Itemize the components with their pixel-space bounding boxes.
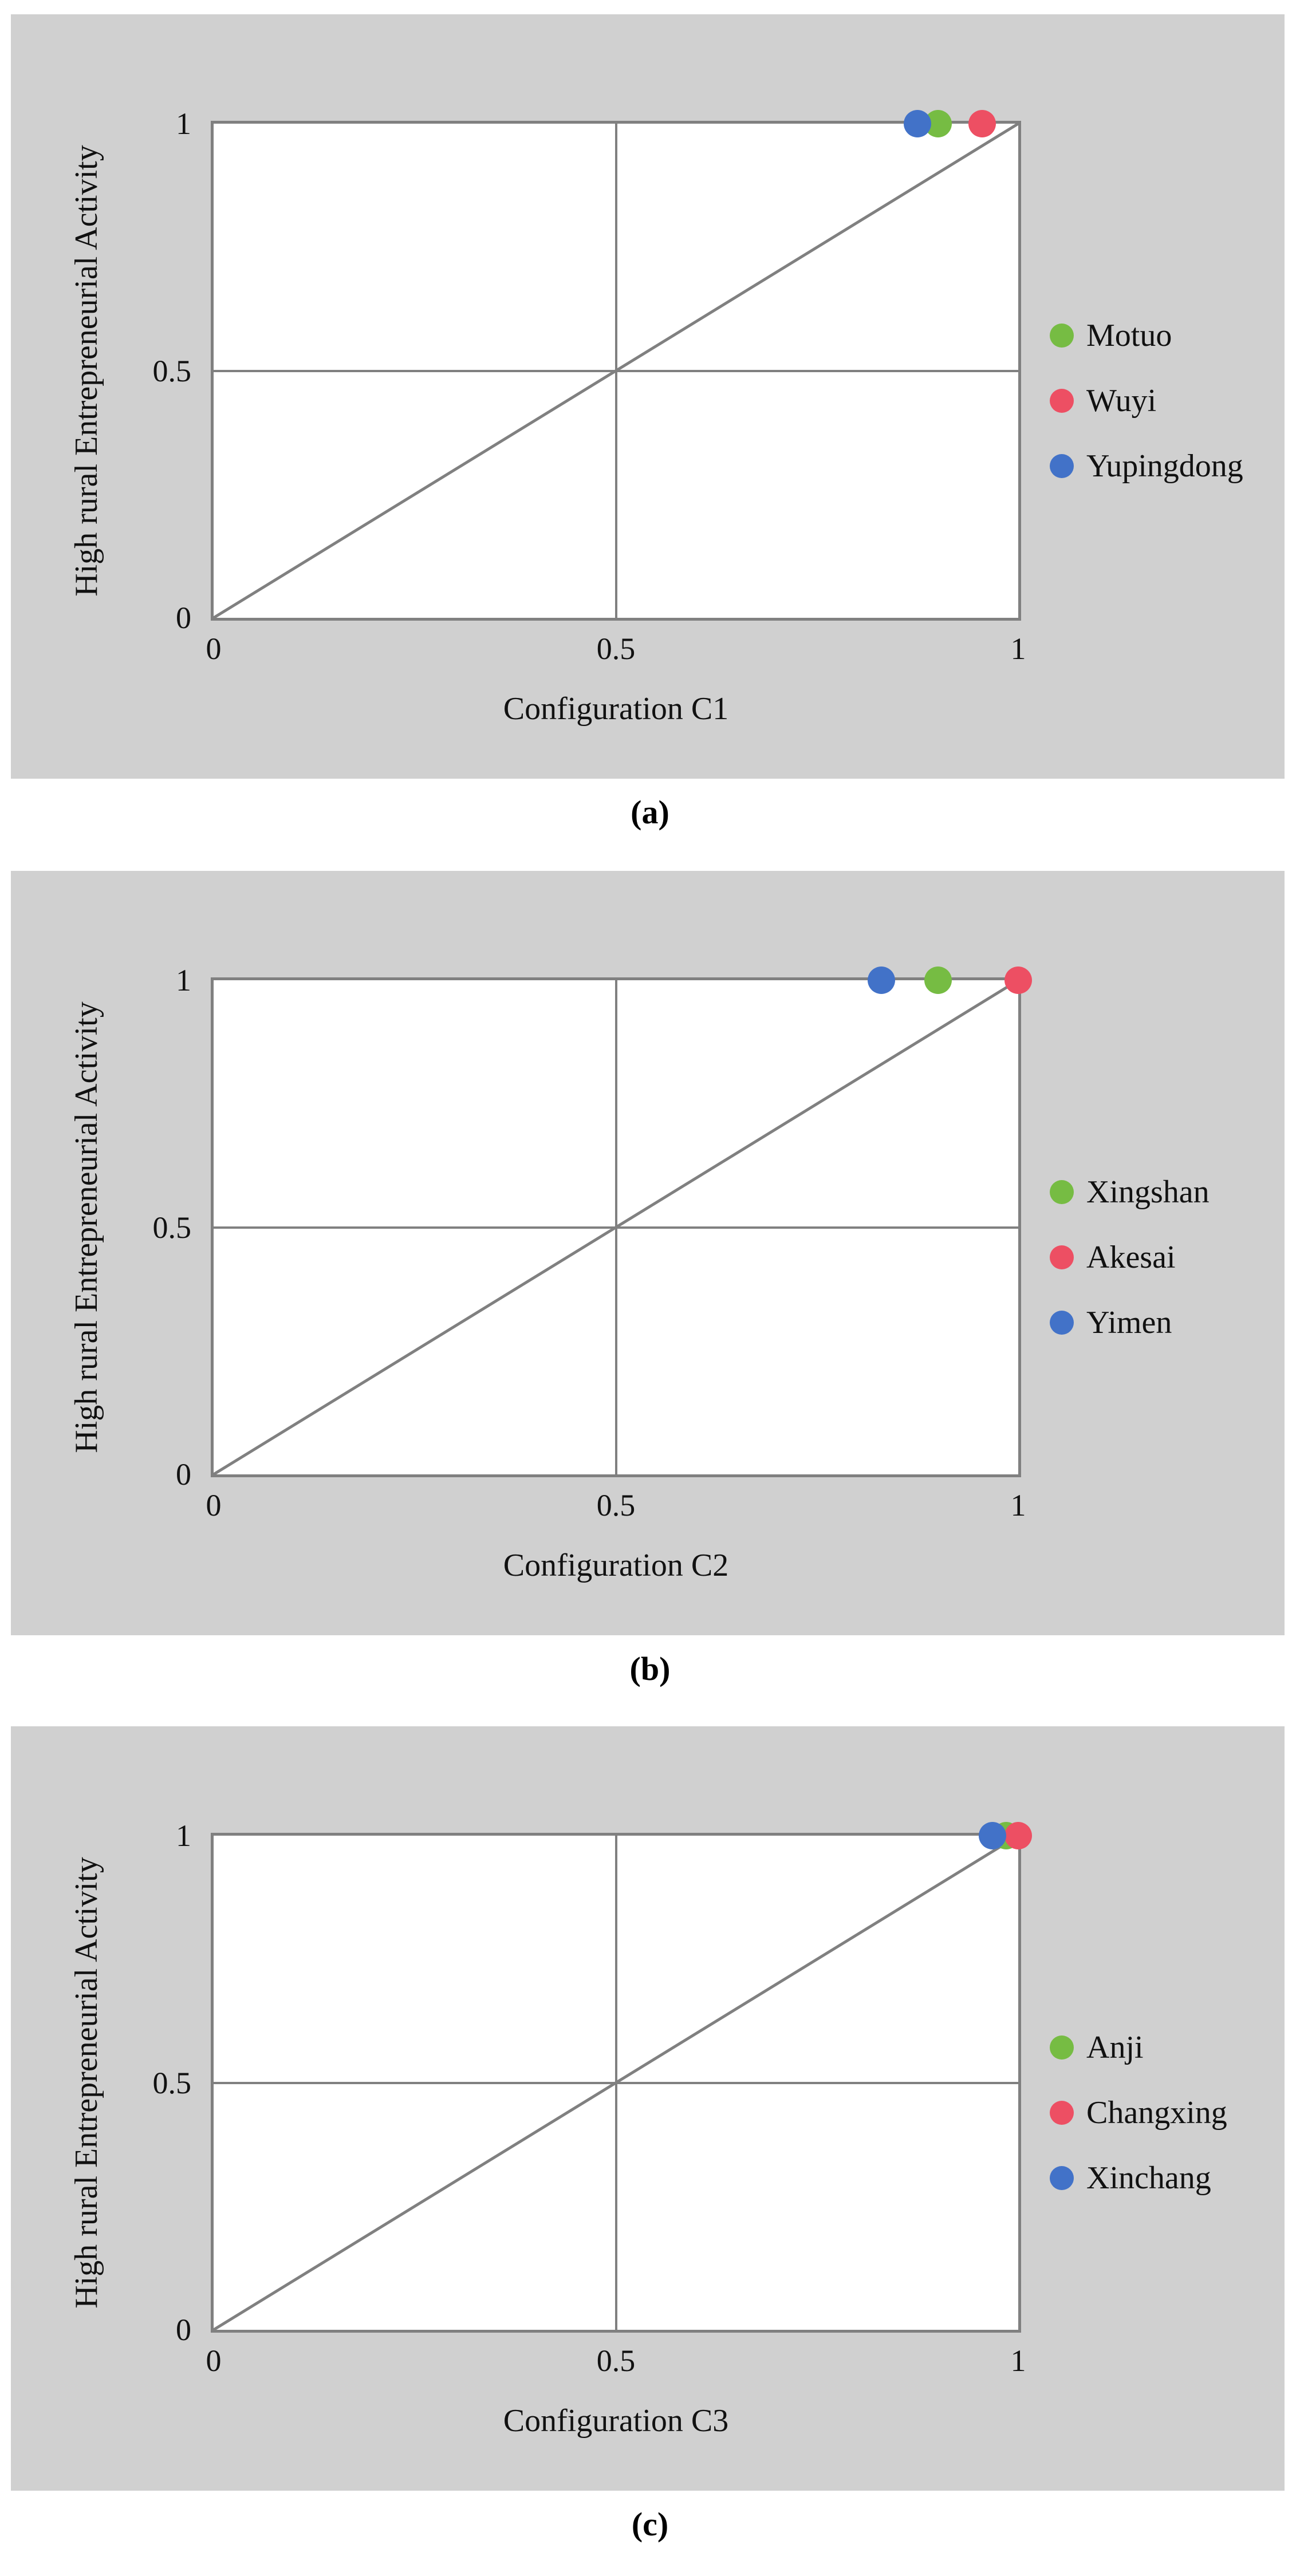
- legend-label: Anji: [1086, 2030, 1144, 2065]
- data-point: [904, 110, 932, 137]
- legend-marker-icon: [1050, 454, 1074, 478]
- legend-marker-icon: [1050, 2035, 1074, 2060]
- plot-area: [211, 1833, 1021, 2333]
- y-tick-label: 0.5: [152, 2065, 192, 2100]
- y-tick-label: 1: [176, 963, 191, 997]
- y-axis-title: High rural Entrepreneurial Activity: [69, 145, 104, 597]
- legend-label: Wuyi: [1086, 383, 1157, 419]
- y-tick-label: 0.5: [152, 353, 192, 388]
- legend-item: Motuo: [1050, 319, 1172, 352]
- legend-marker-icon: [1050, 1180, 1074, 1204]
- legend-marker-icon: [1050, 324, 1074, 348]
- legend-label: Xinchang: [1086, 2160, 1211, 2196]
- diagonal-reference-line: [214, 980, 1018, 1474]
- chart-panel-b: 0 0.5 1 0 0.5 1 Configuration C2 High rural Ent…: [11, 871, 1285, 1635]
- x-tick-label: 1: [1010, 2344, 1026, 2378]
- panel-caption-a: (a): [631, 794, 669, 831]
- y-tick-label: 1: [176, 106, 191, 141]
- panel-caption-c: (c): [631, 2506, 669, 2543]
- x-tick-label: 0.5: [596, 1488, 636, 1522]
- data-point: [1004, 967, 1032, 994]
- legend-label: Yimen: [1086, 1305, 1172, 1340]
- data-point: [968, 110, 996, 137]
- x-tick-label: 0: [206, 1488, 222, 1522]
- legend-item: Xingshan: [1050, 1176, 1210, 1208]
- legend-marker-icon: [1050, 2166, 1074, 2190]
- legend-label: Changxing: [1086, 2095, 1227, 2131]
- y-axis-title: High rural Entrepreneurial Activity: [69, 1001, 104, 1453]
- legend-item: Yupingdong: [1050, 450, 1243, 482]
- legend-marker-icon: [1050, 389, 1074, 413]
- diagonal-reference-line: [214, 124, 1018, 618]
- diagonal-reference-line: [214, 1836, 1018, 2330]
- y-tick-label: 1: [176, 1818, 191, 1853]
- chart-panel-a: 0 0.5 1 0 0.5 1 Configuration C1 High rural Ent…: [11, 14, 1285, 779]
- x-tick-label: 0.5: [596, 2344, 636, 2378]
- y-tick-label: 0: [176, 2313, 191, 2347]
- legend-label: Akesai: [1086, 1240, 1176, 1275]
- legend-item: Changxing: [1050, 2097, 1227, 2129]
- x-tick-label: 0: [206, 632, 222, 666]
- y-tick-label: 0: [176, 1457, 191, 1492]
- legend-item: Yimen: [1050, 1307, 1172, 1339]
- panel-caption-b: (b): [629, 1650, 671, 1687]
- x-axis-title: Configuration C2: [503, 1548, 729, 1583]
- data-point: [868, 967, 896, 994]
- legend-label: Motuo: [1086, 318, 1172, 353]
- plot-area: [211, 977, 1021, 1477]
- plot-area: [211, 121, 1021, 621]
- y-tick-label: 0: [176, 601, 191, 635]
- legend-item: Xinchang: [1050, 2162, 1211, 2194]
- legend-marker-icon: [1050, 1311, 1074, 1335]
- legend-marker-icon: [1050, 1245, 1074, 1269]
- legend-item: Anji: [1050, 2031, 1144, 2064]
- data-point: [1004, 1822, 1032, 1849]
- y-tick-label: 0.5: [152, 1210, 192, 1245]
- legend-marker-icon: [1050, 2101, 1074, 2125]
- legend-item: Wuyi: [1050, 385, 1156, 417]
- x-tick-label: 0.5: [596, 632, 636, 666]
- legend-item: Akesai: [1050, 1241, 1176, 1273]
- data-point: [979, 1822, 1007, 1849]
- x-tick-label: 0: [206, 2344, 222, 2378]
- y-axis-title: High rural Entrepreneurial Activity: [69, 1857, 104, 2309]
- x-axis-title: Configuration C3: [503, 2403, 729, 2439]
- x-tick-label: 1: [1010, 1488, 1026, 1522]
- data-point: [924, 967, 952, 994]
- x-tick-label: 1: [1010, 632, 1026, 666]
- legend-label: Yupingdong: [1086, 448, 1243, 484]
- chart-panel-c: 0 0.5 1 0 0.5 1 Configuration C3 High rural Ent…: [11, 1726, 1285, 2491]
- legend-label: Xingshan: [1086, 1174, 1210, 1210]
- x-axis-title: Configuration C1: [503, 691, 729, 727]
